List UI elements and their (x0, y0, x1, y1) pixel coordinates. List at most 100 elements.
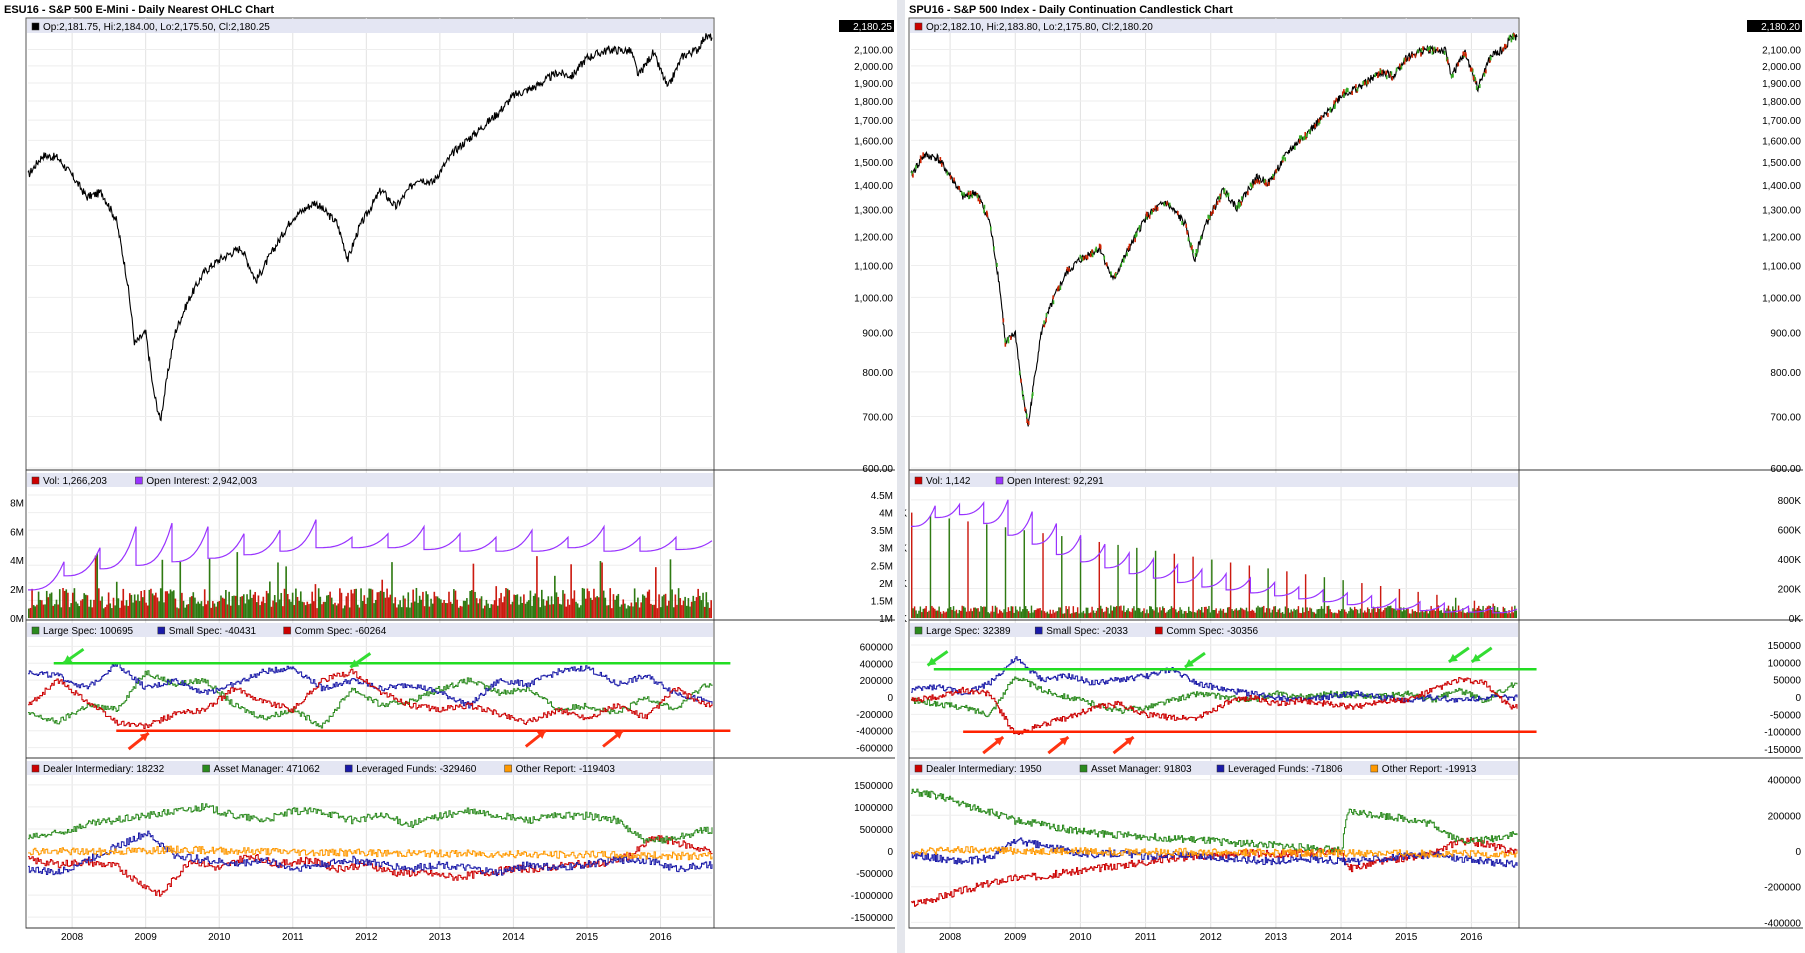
chart-canvas[interactable]: 2008 2009 2010 2011 2012 2013 2014 2015 2016 Op:2… (905, 0, 1805, 953)
y-tick-label: 4.5M (871, 491, 893, 502)
legend-entry: Op:2,181.75, Hi:2,184.00, Lo:2,175.50, C… (43, 22, 270, 33)
candle-mark (1342, 91, 1344, 96)
volume-bar (947, 608, 949, 618)
candle-mark (1256, 179, 1259, 184)
volume-bar (1160, 610, 1163, 618)
volume-bar (1118, 606, 1121, 618)
candle-mark (1399, 63, 1401, 68)
volume-bar (54, 604, 56, 618)
volume-bar (1251, 609, 1253, 618)
volume-bar (1281, 612, 1284, 618)
candle-mark (1417, 49, 1419, 54)
volume-bar (611, 608, 613, 618)
candle-mark (1379, 69, 1382, 74)
volume-bar (181, 592, 183, 618)
volume-bar (539, 607, 541, 618)
volume-bar (1339, 610, 1341, 618)
volume-bar (495, 586, 498, 618)
candle-mark (1403, 60, 1406, 65)
volume-bar (1182, 613, 1184, 618)
volume-bar (1293, 608, 1295, 618)
candle-mark (1031, 394, 1033, 399)
candle-mark (946, 171, 949, 176)
volume-bar (91, 607, 94, 618)
legend-swatch (1370, 764, 1379, 773)
volume-bar (694, 601, 696, 618)
volume-bar (1317, 609, 1320, 618)
volume-bar (1218, 610, 1220, 618)
x-tick-label: 2011 (1135, 932, 1157, 943)
volume-bar (1248, 565, 1251, 618)
volume-bar (67, 592, 69, 618)
volume-bar (931, 605, 933, 618)
volume-bar (568, 604, 571, 618)
candle-mark (1066, 266, 1069, 271)
volume-bar (1346, 613, 1349, 618)
volume-bar (604, 597, 607, 618)
volume-bar (1454, 597, 1457, 618)
candle-mark (1068, 267, 1070, 272)
volume-bar (682, 600, 685, 618)
candle-mark (1281, 156, 1284, 161)
y-tick-label: 0K (1789, 614, 1802, 625)
volume-bar (446, 603, 449, 618)
candle-mark (1298, 139, 1301, 144)
volume-bar (1040, 610, 1043, 618)
volume-bar (668, 600, 670, 618)
candle-mark (1457, 62, 1460, 67)
chart-canvas[interactable]: 2008 2009 2010 2011 2012 2013 2014 2015 2016 Op:2… (0, 0, 897, 953)
legend-swatch (283, 626, 291, 635)
candle-mark (1191, 245, 1193, 250)
candle-mark (1303, 135, 1306, 140)
volume-bar (974, 607, 976, 618)
candle-mark (1300, 135, 1302, 140)
volume-bar (1114, 607, 1116, 618)
candle-mark (977, 197, 980, 202)
volume-bar (311, 591, 313, 618)
volume-bar (1418, 612, 1421, 618)
volume-bar (1421, 610, 1424, 618)
volume-bar (1296, 609, 1298, 618)
x-tick-label: 2016 (1460, 932, 1483, 943)
volume-bar (514, 595, 517, 618)
volume-bar (427, 594, 429, 618)
volume-bar (73, 588, 76, 618)
volume-bar (146, 605, 149, 618)
volume-bar (199, 603, 201, 618)
volume-bar (952, 606, 955, 618)
volume-bar (1189, 610, 1191, 618)
volume-bar (1059, 607, 1062, 618)
candle-mark (986, 213, 989, 218)
volume-bar (1104, 611, 1106, 618)
volume-bar (598, 597, 600, 618)
volume-bar (1326, 606, 1328, 618)
candle-mark (1227, 192, 1230, 197)
volume-bar (122, 588, 125, 618)
volume-bar (1277, 609, 1279, 618)
volume-bar (672, 607, 675, 618)
volume-bar (521, 602, 524, 618)
volume-bar (1216, 613, 1219, 618)
candle-mark (1024, 407, 1026, 412)
volume-bar (1327, 605, 1330, 618)
volume-bar (575, 601, 577, 618)
volume-bar (609, 588, 612, 618)
volume-bar (179, 561, 182, 618)
volume-bar (202, 606, 204, 618)
volume-bar (412, 589, 414, 618)
volume-bar (45, 590, 48, 618)
volume-bar (267, 593, 270, 618)
volume-bar (212, 601, 214, 618)
volume-bar (1162, 606, 1164, 618)
volume-bar (588, 591, 590, 618)
volume-bar (1100, 605, 1102, 618)
volume-bar (1416, 612, 1418, 618)
volume-bar (1364, 610, 1366, 618)
y-tick-label: 0 (887, 693, 893, 704)
volume-bar (1348, 611, 1350, 618)
volume-bar (75, 601, 77, 618)
candle-mark (1420, 52, 1422, 57)
volume-bar (661, 596, 664, 618)
x-tick-label: 2010 (208, 932, 231, 943)
volume-bar (702, 592, 704, 618)
